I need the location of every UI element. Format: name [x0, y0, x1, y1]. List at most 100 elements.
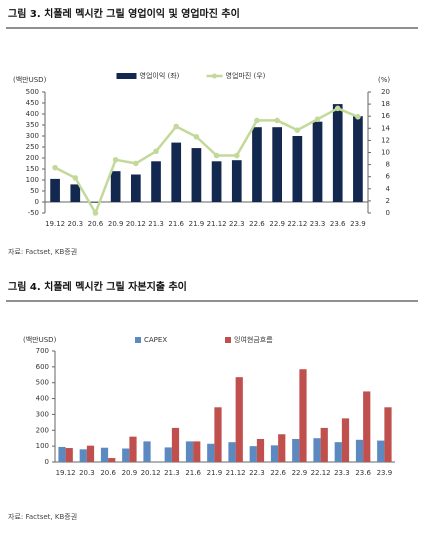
marker [314, 116, 321, 123]
marker [233, 152, 240, 159]
marker [254, 117, 260, 124]
x-tick-label: 22.12 [287, 220, 307, 228]
y-tick-label: 400 [36, 395, 49, 403]
bar [191, 148, 202, 202]
legend-swatch [116, 73, 137, 79]
legend-label: 영업이익 (좌) [140, 71, 180, 80]
bar [50, 178, 60, 202]
y-tick-label: 400 [26, 110, 39, 118]
y-tick-label: 150 [26, 165, 39, 173]
y-tick-label: 500 [36, 379, 49, 387]
marker [274, 117, 280, 124]
marker [355, 114, 361, 120]
line [54, 106, 359, 216]
x-tick-label: 23.3 [310, 220, 326, 228]
y-tick-label: 600 [36, 363, 49, 371]
bar [214, 407, 222, 462]
y-tick-label: 0 [45, 458, 49, 466]
x-tick-label: 21.6 [168, 220, 184, 228]
legend-swatch [212, 73, 217, 79]
y-tick-label: 500 [26, 88, 39, 96]
bar [193, 441, 201, 462]
y-tick-label: 100 [26, 176, 39, 184]
y2-tick-label: 16 [381, 112, 390, 120]
marker [213, 152, 220, 159]
x-tick-label: 20.9 [122, 469, 138, 477]
bar [312, 121, 323, 202]
y2-tick-label: 0 [386, 209, 390, 217]
y-tick-label: 300 [26, 132, 39, 140]
y-tick-label: 100 [36, 442, 49, 450]
y2-tick-label: 10 [381, 149, 390, 157]
x-tick-label: 21.6 [185, 469, 201, 477]
y-tick-label: 200 [36, 426, 49, 434]
bar [231, 160, 242, 202]
bar [171, 142, 182, 202]
bar [299, 369, 307, 462]
bar [256, 439, 265, 462]
bar [130, 174, 141, 202]
x-tick-label: 22.3 [229, 220, 245, 228]
bar [122, 448, 130, 462]
y-tick-label: 50 [30, 187, 39, 195]
bar [171, 427, 180, 462]
bar [249, 446, 257, 462]
bar [129, 436, 137, 462]
x-tick-label: 20.3 [79, 469, 95, 477]
y2-tick-label: 4 [386, 185, 391, 193]
marker [112, 156, 119, 163]
bar [355, 439, 364, 462]
marker [193, 133, 200, 140]
x-tick-label: 23.6 [330, 220, 346, 228]
source: 자료: Factset, KB증권 [8, 512, 77, 521]
bar [207, 443, 215, 462]
axis-unit: (백만USD) [13, 75, 47, 84]
x-tick-label: 21.12 [207, 220, 227, 228]
bar [292, 136, 303, 202]
x-tick-label: 20.6 [88, 220, 104, 228]
bar [363, 391, 371, 462]
bar [185, 441, 194, 462]
bar [79, 449, 87, 462]
y2-tick-label: 12 [381, 136, 390, 144]
y2-tick-label: 6 [386, 173, 391, 181]
bar [228, 442, 236, 462]
x-tick-label: 20.6 [100, 469, 116, 477]
x-tick-label: 21.12 [226, 469, 246, 477]
legend-label: 영업마진 (우) [226, 71, 266, 80]
marker [334, 105, 341, 112]
bar [320, 427, 328, 462]
legend-swatch [135, 337, 141, 343]
y-tick-label: -50 [28, 209, 39, 217]
x-tick-label: 20.3 [67, 220, 83, 228]
marker [294, 127, 301, 133]
y-tick-label: 0 [35, 198, 39, 206]
bar [272, 127, 283, 202]
marker [153, 148, 159, 155]
marker [92, 210, 99, 216]
marker [173, 123, 180, 130]
x-tick-label: 23.9 [377, 469, 393, 477]
x-tick-label: 21.3 [148, 220, 164, 228]
bar [100, 447, 109, 462]
bar [110, 171, 121, 202]
bar [151, 161, 161, 202]
y-tick-label: 250 [26, 143, 39, 151]
x-tick-label: 22.3 [249, 469, 265, 477]
legend-label: 잉여현금흐름 [234, 335, 273, 344]
x-tick-label: 22.9 [269, 220, 285, 228]
bar [313, 438, 321, 462]
bar [108, 458, 116, 462]
bar [384, 407, 392, 462]
bar [270, 445, 279, 462]
bar [377, 440, 385, 462]
x-tick-label: 19.12 [45, 220, 65, 228]
bar [70, 184, 81, 202]
axis-unit: (백만USD) [23, 335, 57, 344]
axis-unit: (%) [378, 76, 390, 84]
x-tick-label: 20.12 [141, 469, 161, 477]
bar [143, 441, 151, 462]
y-tick-label: 300 [36, 410, 49, 418]
marker [52, 164, 58, 171]
bar [353, 116, 363, 202]
